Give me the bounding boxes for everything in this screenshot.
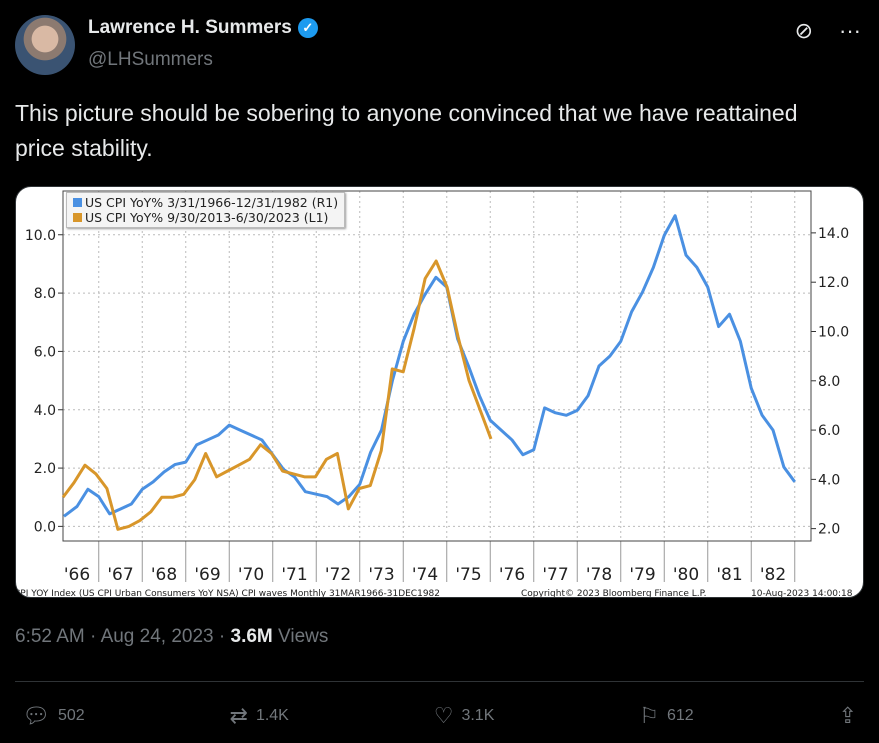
x-tick-label: '71 [281, 565, 307, 585]
left-axis-label: 2.0 [34, 461, 56, 477]
x-tick-label: '74 [412, 565, 438, 585]
share-button[interactable]: ⇪ [839, 703, 857, 729]
tweet-text: This picture should be sobering to anyon… [15, 100, 798, 161]
verified-badge-icon: ✓ [297, 18, 318, 38]
right-axis-label: 2.0 [818, 522, 840, 538]
x-tick-label: '67 [107, 565, 133, 585]
tweet-image-chart[interactable]: '66 '67 '68 '69 '70 '71 '72 '73 '74 '75 '76 '77 '78 '… [15, 186, 864, 598]
plot-frame [62, 190, 812, 542]
chart-footer-copyright: Copyright© 2023 Bloomberg Finance L.P. [521, 589, 706, 598]
author-handle[interactable]: @LHSummers [88, 49, 213, 70]
x-tick-label: '81 [716, 565, 742, 585]
reply-button[interactable]: 💬︎ 502 [22, 703, 85, 728]
right-axis-label: 8.0 [818, 374, 840, 390]
tweet-time[interactable]: 6:52 AM [15, 626, 85, 647]
left-axis-label: 10.0 [25, 228, 56, 244]
x-tick-label: '72 [325, 565, 351, 585]
legend-item-1966-1982: US CPI YoY% 3/31/1966-12/31/1982 (R1) [73, 195, 338, 210]
left-axis-label: 6.0 [34, 344, 56, 360]
cpi-chart: '66 '67 '68 '69 '70 '71 '72 '73 '74 '75 '76 '77 '78 '… [16, 190, 853, 598]
chart-footer-timestamp: 10-Aug-2023 14:00:18 [751, 589, 853, 598]
x-tick-label: '79 [629, 565, 655, 585]
x-tick-label: '82 [760, 565, 786, 585]
left-axis-label: 4.0 [34, 403, 56, 419]
avatar[interactable] [15, 15, 75, 75]
share-icon: ⇪ [838, 703, 857, 728]
like-button[interactable]: ♡ 3.1K [433, 703, 495, 728]
x-tick-label: '75 [455, 565, 481, 585]
reply-icon: 💬︎ [22, 703, 50, 728]
x-tick-label: '78 [586, 565, 612, 585]
x-tick-label: '76 [499, 565, 525, 585]
bookmark-button[interactable]: ⚐ 612 [639, 703, 694, 728]
tweet-date[interactable]: Aug 24, 2023 [100, 626, 214, 647]
series-line-2013-2023 [61, 259, 493, 531]
retweet-icon: ⇄ [229, 703, 248, 728]
x-tick-label: '77 [542, 565, 568, 585]
more-options-icon[interactable]: ··· [839, 18, 861, 43]
right-axis-label: 12.0 [818, 275, 849, 291]
left-axis-label: 0.0 [34, 519, 56, 535]
left-axis-label: 8.0 [34, 286, 56, 302]
x-tick-label: '80 [673, 565, 699, 585]
heart-icon: ♡ [433, 703, 454, 728]
retweet-button[interactable]: ⇄ 1.4K [229, 703, 289, 728]
x-tick-label: '68 [151, 565, 177, 585]
right-axis-label: 14.0 [818, 226, 849, 242]
x-tick-label: '69 [194, 565, 220, 585]
chart-legend: US CPI YoY% 3/31/1966-12/31/1982 (R1) US… [66, 192, 346, 228]
series-line-1966-1982 [63, 214, 796, 518]
x-tick-label: '73 [368, 565, 394, 585]
x-tick-label: '70 [238, 565, 264, 585]
views-label: Views [278, 626, 329, 647]
author-name[interactable]: Lawrence H. Summers [88, 17, 292, 38]
right-axis-label: 4.0 [818, 472, 840, 488]
right-axis-label: 10.0 [818, 324, 849, 340]
views-count: 3.6M [230, 626, 273, 647]
x-tick-label: '66 [64, 565, 90, 585]
chart-footer-source: CPI YOY Index (US CPI Urban Consumers Yo… [16, 589, 440, 598]
right-axis-label: 6.0 [818, 423, 840, 439]
bookmark-icon: ⚐ [639, 703, 659, 728]
divider [15, 681, 864, 682]
legend-item-2013-2023: US CPI YoY% 9/30/2013-6/30/2023 (L1) [73, 210, 338, 225]
grok-icon[interactable]: ⊘ [794, 18, 814, 43]
tweet-meta: 6:52 AM · Aug 24, 2023 · 3.6M Views [15, 626, 329, 647]
